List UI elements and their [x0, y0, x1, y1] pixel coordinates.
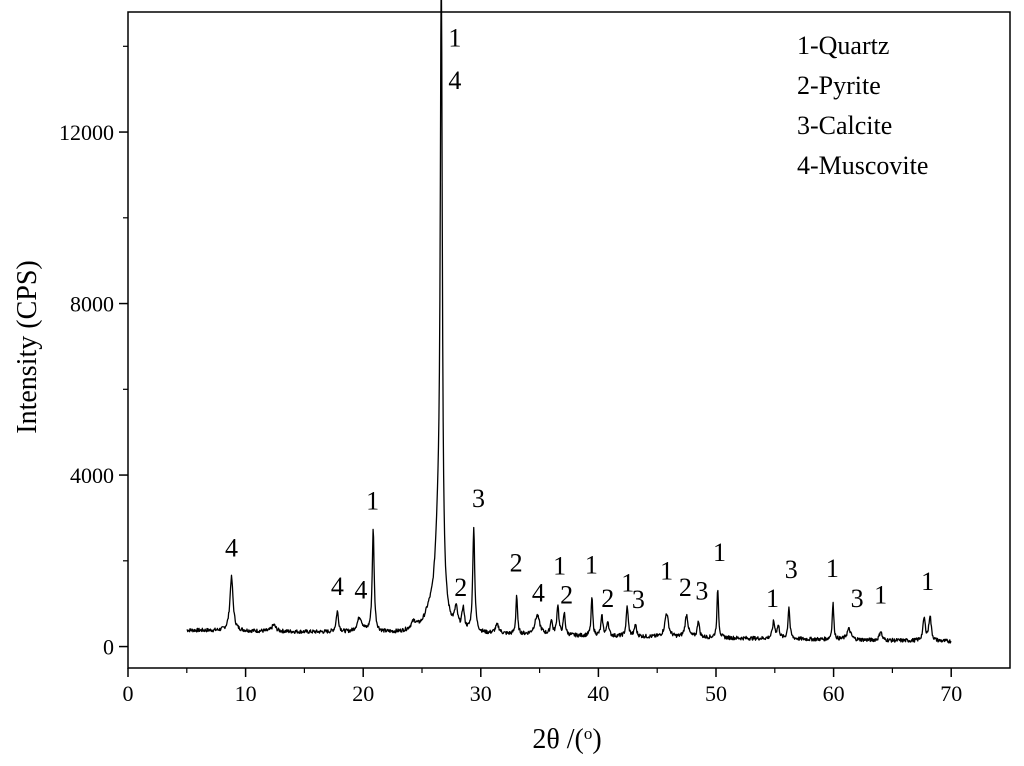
- xrd-pattern-line: [186, 0, 952, 644]
- legend-entry: 4-Muscovite: [797, 151, 928, 180]
- peak-label: 2: [679, 573, 692, 602]
- peak-label: 2: [601, 584, 614, 613]
- y-tick-label: 4000: [70, 463, 114, 488]
- peak-label: 3: [785, 555, 798, 584]
- peak-label: 1: [621, 569, 634, 598]
- x-tick-label: 10: [235, 681, 257, 706]
- legend-entry: 3-Calcite: [797, 111, 892, 140]
- plot-frame: [127, 11, 1011, 669]
- x-tick-label: 70: [940, 681, 962, 706]
- legend-entry: 2-Pyrite: [797, 71, 881, 100]
- x-tick-label: 30: [470, 681, 492, 706]
- legend-entry: 1-Quartz: [797, 31, 889, 60]
- peak-label: 1: [366, 486, 379, 515]
- peak-label: 1: [713, 538, 726, 567]
- peak-label: 1: [553, 552, 566, 581]
- pattern-series: [186, 0, 952, 644]
- x-axis-title-suffix: ): [592, 724, 601, 755]
- axis-ticks: 0 10 20 30 40 50 60 70 0 4000 8000 12000: [59, 45, 962, 706]
- x-tick-label: 50: [705, 681, 727, 706]
- y-tick-label: 0: [103, 635, 114, 660]
- x-tick-label: 0: [123, 681, 134, 706]
- peak-label: 3: [632, 585, 645, 614]
- peak-label: 1: [585, 551, 598, 580]
- y-tick-label: 8000: [70, 292, 114, 317]
- peak-label: 1: [660, 557, 673, 586]
- peak-label: 4: [354, 576, 367, 605]
- peak-label: 2: [454, 573, 467, 602]
- x-tick-label: 40: [587, 681, 609, 706]
- peak-label: 4: [532, 579, 545, 608]
- peak-label: 2: [560, 581, 573, 610]
- x-axis-title-main: 2θ /(: [532, 724, 584, 755]
- peak-label: 3: [695, 576, 708, 605]
- legend: 1-Quartz 2-Pyrite 3-Calcite 4-Muscovite: [797, 31, 928, 180]
- peak-label: 4: [225, 534, 238, 563]
- x-tick-label: 20: [352, 681, 374, 706]
- peak-label: 3: [851, 584, 864, 613]
- peak-label: 1: [874, 581, 887, 610]
- peak-label: 4: [331, 572, 344, 601]
- peak-label: 3: [472, 484, 485, 513]
- peak-label: 2: [510, 549, 523, 578]
- peak-label: 1: [826, 554, 839, 583]
- peak-label: 1: [448, 23, 461, 52]
- x-axis-title-sup: o: [584, 724, 593, 743]
- plot-border: [127, 11, 1011, 669]
- peak-label: 4: [448, 66, 461, 95]
- x-axis-title: 2θ /(o): [532, 724, 601, 756]
- y-tick-label: 12000: [59, 120, 114, 145]
- y-axis-title: Intensity (CPS): [12, 260, 43, 433]
- peak-label: 1: [921, 567, 934, 596]
- x-tick-label: 60: [823, 681, 845, 706]
- peak-label: 1: [766, 584, 779, 613]
